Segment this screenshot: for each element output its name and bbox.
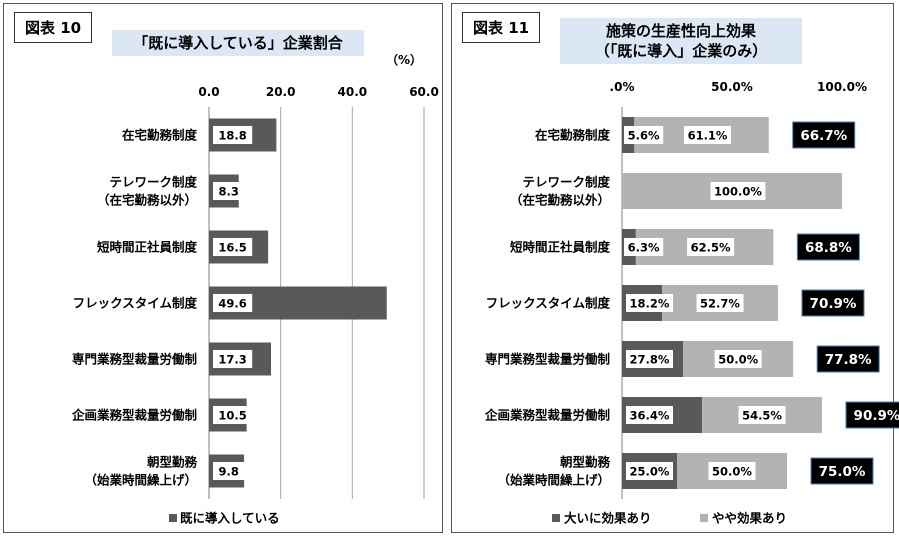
data-label-some: 52.7% <box>700 297 740 311</box>
category-label: （在宅勤務以外） <box>97 193 197 208</box>
category-label: 専門業務型裁量労働制 <box>485 352 610 367</box>
legend-swatch <box>169 514 177 522</box>
data-label-some: 54.5% <box>742 409 782 423</box>
data-label-some-bg <box>738 406 786 424</box>
category-label: 在宅勤務制度 <box>535 128 611 143</box>
left-chart: （%） 0.0 20.0 40.0 60.0 在宅勤務制度 18.8 テレワーク制度 （在宅勤務… <box>71 52 439 526</box>
category-label: 短時間正社員制度 <box>97 240 198 255</box>
data-label-some-bg <box>696 294 744 312</box>
total-label: 77.8% <box>825 352 872 368</box>
data-label-strong-bg <box>626 462 673 480</box>
x-tick-label: 100.0% <box>817 80 867 94</box>
left-panel: 図表 10 「既に導入している」企業割合 （%） 0.0 20.0 40.0 60.0 在… <box>3 3 443 533</box>
data-label: 49.6 <box>218 297 246 311</box>
category-label: フレックスタイム制度 <box>486 296 611 311</box>
data-label-strong: 5.6% <box>628 129 660 143</box>
x-tick-label: 60.0 <box>409 85 439 99</box>
total-label-bg <box>816 345 880 373</box>
data-label-some: 50.0% <box>712 465 752 479</box>
category-label: 朝型勤務 <box>560 455 611 470</box>
data-label: 10.5 <box>218 409 246 423</box>
total-label-bg <box>792 121 856 149</box>
chart-title-right-line-2: （「既に導入」企業のみ） <box>594 42 768 60</box>
data-label-bg <box>213 294 253 312</box>
data-label: 8.3 <box>219 185 239 199</box>
category-label: 企画業務型裁量労働制 <box>484 408 610 423</box>
category-label: （始業時間繰上げ） <box>84 473 197 488</box>
total-label-bg <box>845 401 899 429</box>
total-label-bg <box>796 233 860 261</box>
legend-label: やや効果あり <box>712 511 787 526</box>
legend-swatch <box>552 514 560 522</box>
total-label: 70.9% <box>810 296 857 312</box>
category-label: 専門業務型裁量労働制 <box>72 352 197 367</box>
category-label: （在宅勤務以外） <box>510 193 610 208</box>
category-label: フレックスタイム制度 <box>73 296 198 311</box>
right-chart: .0% 50.0% 100.0% 在宅勤務制度 5.6% 61.1% 66.7% テレワーク制… <box>484 80 899 526</box>
category-label: （始業時間繰上げ） <box>497 473 610 488</box>
data-label: 17.3 <box>218 353 246 367</box>
figure-label-left: 図表 10 <box>14 12 93 43</box>
total-label: 75.0% <box>819 464 866 480</box>
data-label-strong: 6.3% <box>628 241 660 255</box>
total-label: 66.7% <box>800 128 847 144</box>
data-label-bg <box>213 182 245 200</box>
x-tick-label: 50.0% <box>711 80 753 94</box>
data-label-strong: 18.2% <box>630 297 670 311</box>
data-label: 9.8 <box>219 465 239 479</box>
legend-label: 大いに効果あり <box>564 511 652 526</box>
category-label: テレワーク制度 <box>109 175 197 190</box>
data-label-some: 61.1% <box>688 129 728 143</box>
data-label-some-bg <box>710 182 766 200</box>
data-label: 18.8 <box>218 129 246 143</box>
category-label: 在宅勤務制度 <box>122 128 198 143</box>
data-label-strong: 27.8% <box>630 353 670 367</box>
category-label: 企画業務型裁量労働制 <box>71 408 197 423</box>
data-label-some: 62.5% <box>691 241 731 255</box>
data-label-strong-bg <box>626 406 673 424</box>
x-tick-label: 0.0 <box>198 85 219 99</box>
category-label: 朝型勤務 <box>147 455 198 470</box>
data-label-strong-bg <box>626 350 673 368</box>
right-panel: 図表 11 施策の生産性向上効果 （「既に導入」企業のみ） .0% 50.0% 10… <box>451 3 899 533</box>
figure-label-right: 図表 11 <box>462 12 541 43</box>
unit-label: （%） <box>386 52 422 67</box>
total-label: 90.9% <box>854 408 899 424</box>
data-label-bg <box>213 126 253 144</box>
x-tick-label: .0% <box>610 80 635 94</box>
data-label-some: 100.0% <box>714 185 762 199</box>
data-label-some-bg <box>687 238 735 256</box>
data-label-bg <box>213 238 253 256</box>
data-label-some-bg <box>684 126 732 144</box>
data-label-bg <box>213 406 253 424</box>
x-tick-label: 40.0 <box>338 85 368 99</box>
category-label: テレワーク制度 <box>522 175 610 190</box>
data-label-some: 50.0% <box>718 353 758 367</box>
data-label-strong-bg <box>626 294 673 312</box>
data-label-strong: 36.4% <box>630 409 670 423</box>
x-tick-label: 20.0 <box>266 85 296 99</box>
total-label: 68.8% <box>805 240 852 256</box>
chart-title-left: 「既に導入している」企業割合 <box>112 30 364 56</box>
data-label-bg <box>213 350 253 368</box>
chart-title-right: 施策の生産性向上効果 （「既に導入」企業のみ） <box>560 18 802 64</box>
data-label-strong-bg <box>624 126 664 144</box>
data-label-some-bg <box>714 350 762 368</box>
legend-swatch <box>700 514 708 522</box>
data-label-bg <box>213 462 245 480</box>
category-label: 短時間正社員制度 <box>510 240 611 255</box>
total-label-bg <box>810 457 874 485</box>
data-label-strong: 25.0% <box>630 465 670 479</box>
data-label-some-bg <box>708 462 756 480</box>
legend-label: 既に導入している <box>180 511 280 526</box>
data-label: 16.5 <box>218 241 246 255</box>
chart-title-right-line-1: 施策の生産性向上効果 <box>605 22 756 40</box>
total-label-bg <box>801 289 865 317</box>
data-label-strong-bg <box>624 238 664 256</box>
